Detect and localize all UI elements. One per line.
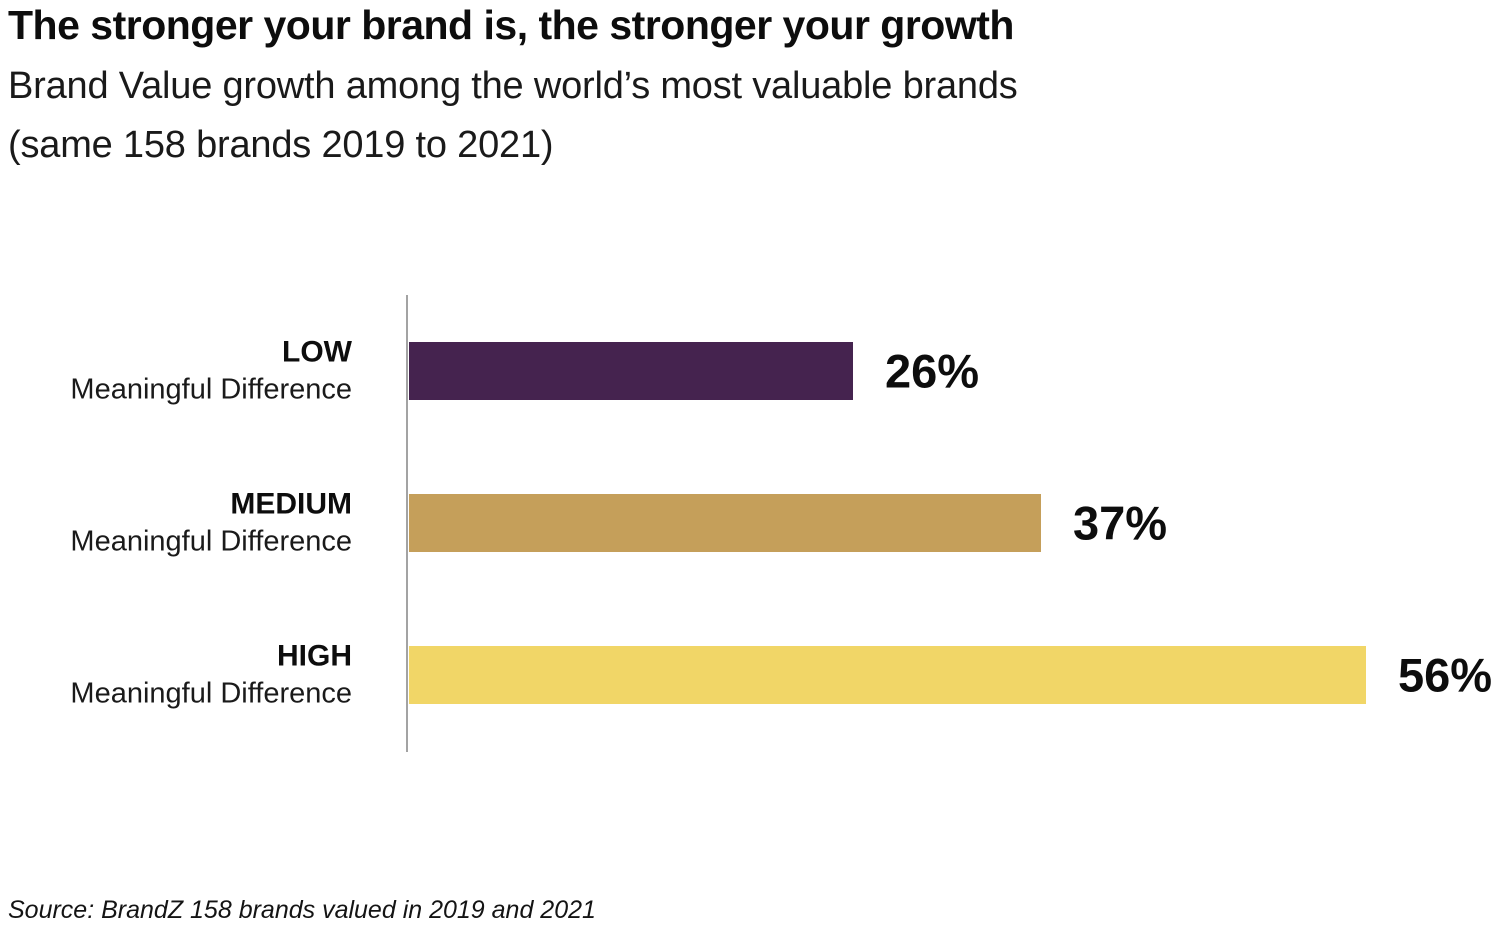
value-label: 56% bbox=[1398, 648, 1493, 702]
subtitle-line-2: (same 158 brands 2019 to 2021) bbox=[8, 124, 554, 167]
bar bbox=[409, 494, 1041, 552]
category-label-emphasis: MEDIUM bbox=[230, 487, 352, 521]
source-note: Source: BrandZ 158 brands valued in 2019… bbox=[8, 896, 596, 924]
bar bbox=[409, 342, 853, 400]
category-label: HIGH Meaningful Difference bbox=[0, 637, 352, 714]
value-label: 26% bbox=[885, 344, 980, 398]
y-axis-line bbox=[406, 295, 408, 752]
value-label: 37% bbox=[1073, 496, 1168, 550]
category-label: LOW Meaningful Difference bbox=[0, 333, 352, 410]
subtitle-line-1: Brand Value growth among the world’s mos… bbox=[8, 65, 1018, 108]
category-label-emphasis: HIGH bbox=[277, 639, 352, 673]
chart-row: LOW Meaningful Difference 26% bbox=[0, 295, 1500, 447]
chart-header: The stronger your brand is, the stronger… bbox=[8, 0, 1468, 175]
chart-row: MEDIUM Meaningful Difference 37% bbox=[0, 447, 1500, 599]
category-label-sub: Meaningful Difference bbox=[70, 373, 352, 406]
category-label-emphasis: LOW bbox=[282, 335, 352, 369]
page-title: The stronger your brand is, the stronger… bbox=[8, 2, 1014, 48]
category-label-sub: Meaningful Difference bbox=[70, 525, 352, 558]
chart-subtitle: Brand Value growth among the world’s mos… bbox=[8, 57, 1468, 175]
chart-row: HIGH Meaningful Difference 56% bbox=[0, 599, 1500, 751]
category-label-sub: Meaningful Difference bbox=[70, 677, 352, 710]
bar-chart: LOW Meaningful Difference 26% MEDIUM Meaning… bbox=[0, 295, 1500, 752]
bar bbox=[409, 646, 1366, 704]
category-label: MEDIUM Meaningful Difference bbox=[0, 485, 352, 562]
